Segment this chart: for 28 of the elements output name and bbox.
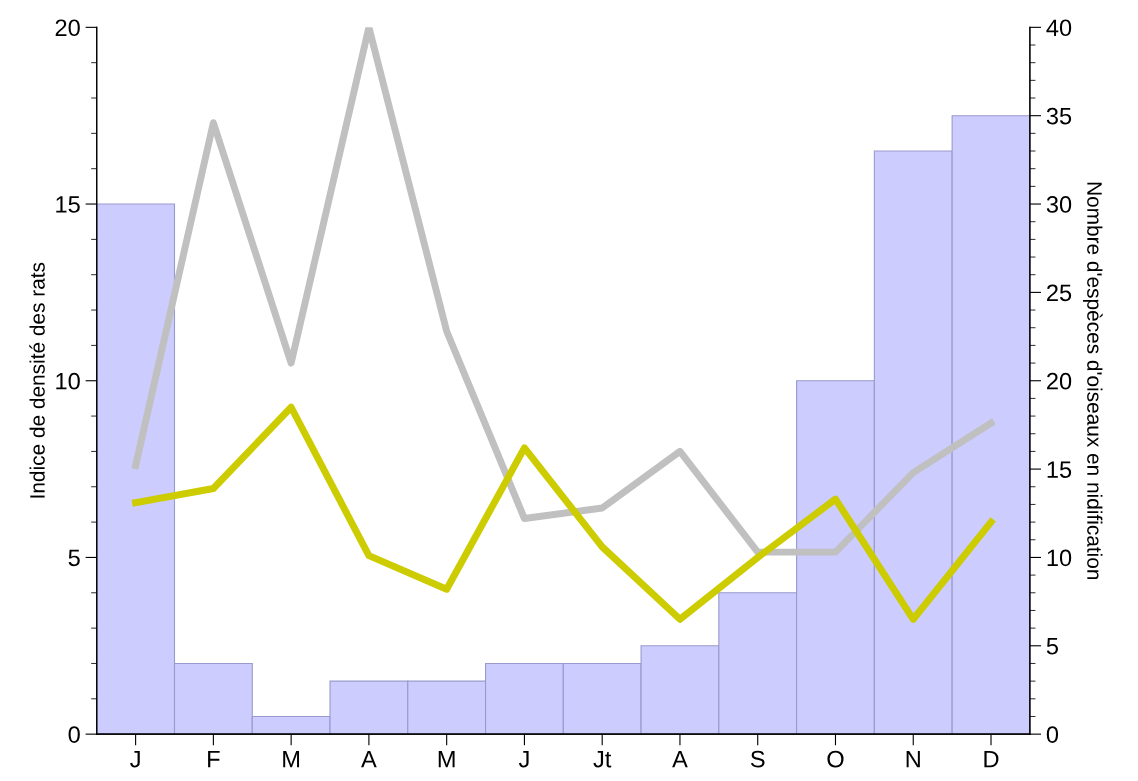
y2-tick-label: 35 bbox=[1046, 107, 1072, 125]
y-axis-title: Indice de densité des rats bbox=[29, 262, 45, 498]
x-tick-label: O bbox=[827, 750, 844, 768]
y2-tick-label: 15 bbox=[1047, 461, 1072, 478]
x-tick-label: J bbox=[130, 750, 140, 768]
x-tick-label: N bbox=[906, 750, 920, 768]
y-tick-label: 5 bbox=[68, 549, 80, 567]
y-tick-label: 15 bbox=[56, 196, 80, 213]
x-tick-label: F bbox=[208, 750, 220, 768]
y-tick-label: 10 bbox=[56, 372, 80, 390]
x-tick-label: J bbox=[518, 750, 529, 768]
y2-tick-label: 30 bbox=[1046, 196, 1072, 213]
x-tick-label: A bbox=[672, 750, 688, 768]
x-tick-label: A bbox=[361, 750, 377, 768]
y2-tick-label: 10 bbox=[1047, 549, 1072, 567]
y-tick-label: 0 bbox=[68, 726, 80, 743]
y2-tick-label: 20 bbox=[1047, 372, 1072, 390]
y2-tick-label: 40 bbox=[1046, 19, 1072, 37]
y2-tick-label: 25 bbox=[1047, 284, 1072, 302]
y-tick-label: 20 bbox=[55, 19, 80, 37]
x-tick-label: Jt bbox=[593, 750, 612, 768]
x-tick-label: M bbox=[283, 750, 300, 768]
y2-tick-label: 5 bbox=[1046, 638, 1058, 655]
x-tick-label: M bbox=[438, 750, 455, 768]
x-tick-label: S bbox=[750, 750, 765, 768]
y2-tick-label: 0 bbox=[1046, 726, 1059, 743]
x-tick-label: D bbox=[984, 750, 999, 768]
y2-axis-title: Nombre d'espèces d'oiseaux en nidification bbox=[1083, 182, 1103, 580]
